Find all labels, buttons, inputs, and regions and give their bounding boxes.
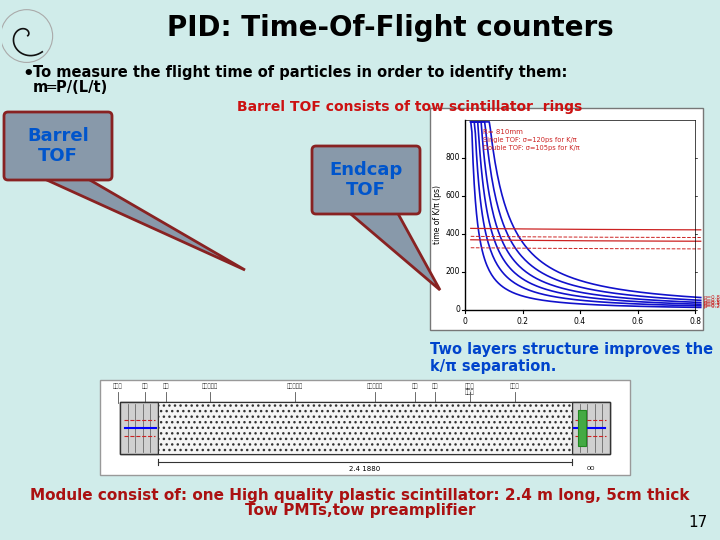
Text: 甲醇示: 甲醇示 — [510, 383, 520, 389]
FancyBboxPatch shape — [312, 146, 420, 214]
Text: 塑料闪烁体: 塑料闪烁体 — [287, 383, 303, 389]
Text: p=0.5Gev: p=0.5Gev — [703, 300, 720, 305]
Text: 800: 800 — [446, 153, 460, 163]
Text: 2.4 1880: 2.4 1880 — [349, 466, 381, 472]
Text: OO: OO — [587, 466, 595, 471]
Text: 入光端接管: 入光端接管 — [367, 383, 383, 389]
FancyBboxPatch shape — [572, 402, 610, 454]
Text: p=0.2Gev: p=0.2Gev — [703, 305, 720, 309]
Text: Single TOF: σ=120ps for K/π: Single TOF: σ=120ps for K/π — [483, 137, 577, 143]
FancyBboxPatch shape — [100, 380, 630, 475]
Text: Module consist of: one High quality plastic scintillator: 2.4 m long, 5cm thick: Module consist of: one High quality plas… — [30, 488, 690, 503]
Text: 管压: 管压 — [432, 383, 438, 389]
Text: p=0.4Gev: p=0.4Gev — [703, 301, 720, 307]
Text: p=0.8Gev: p=0.8Gev — [703, 295, 720, 300]
Text: time of K/π (ps): time of K/π (ps) — [433, 186, 441, 245]
Text: 入光心接管: 入光心接管 — [202, 383, 218, 389]
Text: Tow PMTs,tow preamplifier: Tow PMTs,tow preamplifier — [245, 503, 475, 518]
Text: 分束镜
及硅柱: 分束镜 及硅柱 — [465, 383, 475, 395]
Text: To measure the flight time of particles in order to identify them:: To measure the flight time of particles … — [33, 65, 567, 80]
Text: 0.8: 0.8 — [689, 317, 701, 326]
Text: •: • — [22, 65, 34, 83]
Polygon shape — [38, 176, 245, 270]
Text: 200: 200 — [446, 267, 460, 276]
Text: p=0.6Gev: p=0.6Gev — [703, 298, 720, 303]
Text: Endcap
TOF: Endcap TOF — [329, 160, 402, 199]
Text: 17: 17 — [689, 515, 708, 530]
Polygon shape — [346, 210, 440, 290]
Text: Barrel
TOF: Barrel TOF — [27, 126, 89, 165]
Text: 600: 600 — [446, 192, 460, 200]
Text: m═P/(L/t): m═P/(L/t) — [33, 80, 108, 95]
FancyBboxPatch shape — [158, 402, 572, 454]
FancyBboxPatch shape — [120, 402, 610, 454]
Text: 0: 0 — [462, 317, 467, 326]
FancyBboxPatch shape — [120, 402, 158, 454]
Text: 管平面: 管平面 — [113, 383, 123, 389]
Text: 0.6: 0.6 — [631, 317, 644, 326]
Text: 0.4: 0.4 — [574, 317, 586, 326]
Text: Double TOF: σ=105ps for K/π: Double TOF: σ=105ps for K/π — [483, 145, 580, 151]
Text: 0.2: 0.2 — [516, 317, 528, 326]
FancyBboxPatch shape — [4, 112, 112, 180]
Text: PID: Time-Of-Flight counters: PID: Time-Of-Flight counters — [166, 14, 613, 42]
Text: 400: 400 — [446, 230, 460, 239]
Text: Two layers structure improves the
k/π separation.: Two layers structure improves the k/π se… — [430, 342, 713, 374]
Text: 管压: 管压 — [142, 383, 148, 389]
Text: R= 810mm: R= 810mm — [483, 129, 523, 135]
Text: p=0.3Gev: p=0.3Gev — [703, 303, 720, 308]
Text: 0: 0 — [455, 306, 460, 314]
Text: Barrel TOF consists of tow scintillator  rings: Barrel TOF consists of tow scintillator … — [237, 100, 582, 114]
FancyBboxPatch shape — [430, 108, 703, 330]
FancyBboxPatch shape — [578, 410, 586, 446]
Text: 金属: 金属 — [412, 383, 418, 389]
Text: 光端: 光端 — [163, 383, 169, 389]
